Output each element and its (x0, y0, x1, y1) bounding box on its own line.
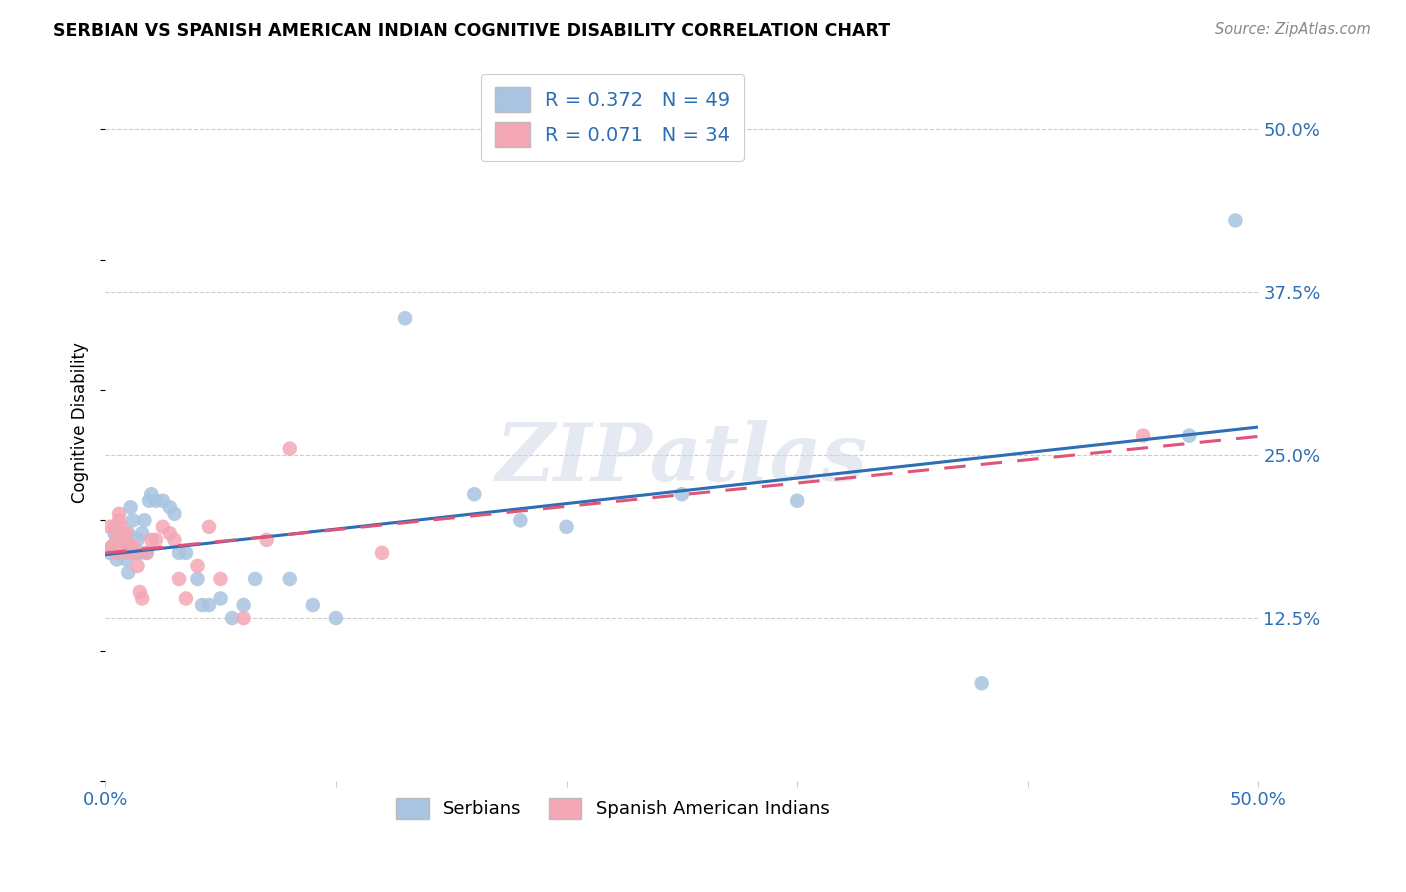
Point (301, 598, 323, 612)
Point (555, 520, 578, 534)
Point (135, 546, 157, 560)
Point (786, 493, 808, 508)
Point (108, 526, 131, 541)
Point (278, 572, 301, 586)
Point (159, 526, 181, 541)
Y-axis label: Cognitive Disability: Cognitive Disability (72, 343, 89, 503)
Point (243, 572, 266, 586)
Point (110, 540, 132, 554)
Point (108, 546, 131, 560)
Point (108, 507, 131, 521)
Point (112, 546, 135, 560)
Point (115, 540, 138, 554)
Point (163, 533, 186, 547)
Point (115, 552, 138, 566)
Point (325, 611, 347, 625)
Point (152, 520, 174, 534)
Point (463, 487, 485, 501)
Text: Source: ZipAtlas.com: Source: ZipAtlas.com (1215, 22, 1371, 37)
Point (105, 546, 128, 560)
Point (141, 533, 163, 547)
Text: ZIPatlas: ZIPatlas (496, 419, 868, 497)
Point (145, 493, 167, 508)
Point (509, 513, 531, 527)
Point (174, 546, 197, 560)
Point (128, 546, 150, 560)
Point (141, 487, 163, 501)
Point (101, 540, 124, 554)
Point (221, 611, 243, 625)
Point (970, 676, 993, 690)
Point (127, 558, 149, 573)
Point (152, 493, 174, 508)
Point (135, 546, 157, 560)
Point (108, 513, 131, 527)
Point (232, 598, 254, 612)
Point (1132, 428, 1154, 442)
Point (232, 611, 254, 625)
Point (105, 533, 128, 547)
Point (122, 513, 145, 527)
Point (256, 533, 278, 547)
Point (105, 552, 128, 566)
Point (134, 513, 156, 527)
Point (209, 591, 232, 606)
Text: SERBIAN VS SPANISH AMERICAN INDIAN COGNITIVE DISABILITY CORRELATION CHART: SERBIAN VS SPANISH AMERICAN INDIAN COGNI… (53, 22, 890, 40)
Point (138, 493, 160, 508)
Point (115, 526, 138, 541)
Point (371, 546, 394, 560)
Point (1178, 428, 1201, 442)
Point (278, 442, 301, 456)
Point (209, 572, 232, 586)
Point (103, 526, 125, 541)
Point (198, 598, 221, 612)
Point (1225, 213, 1247, 227)
Point (145, 533, 167, 547)
Point (131, 591, 153, 606)
Point (174, 591, 197, 606)
Point (128, 585, 150, 599)
Point (159, 500, 181, 515)
Point (117, 546, 139, 560)
Point (191, 598, 214, 612)
Point (671, 487, 693, 501)
Point (131, 526, 153, 541)
Point (167, 546, 190, 560)
Point (124, 546, 146, 560)
Point (112, 533, 135, 547)
Point (167, 572, 190, 586)
Point (117, 566, 139, 580)
Point (120, 500, 142, 515)
Legend: Serbians, Spanish American Indians: Serbians, Spanish American Indians (389, 790, 837, 826)
Point (163, 507, 186, 521)
Point (101, 540, 124, 554)
Point (120, 540, 142, 554)
Point (110, 533, 132, 547)
Point (122, 540, 145, 554)
Point (98, 520, 121, 534)
Point (117, 526, 139, 541)
Point (98, 546, 121, 560)
Point (110, 520, 132, 534)
Point (127, 533, 149, 547)
Point (112, 540, 135, 554)
Point (103, 520, 125, 534)
Point (394, 311, 416, 326)
Point (124, 546, 146, 560)
Point (198, 520, 221, 534)
Point (186, 572, 208, 586)
Point (186, 558, 208, 573)
Point (105, 533, 128, 547)
